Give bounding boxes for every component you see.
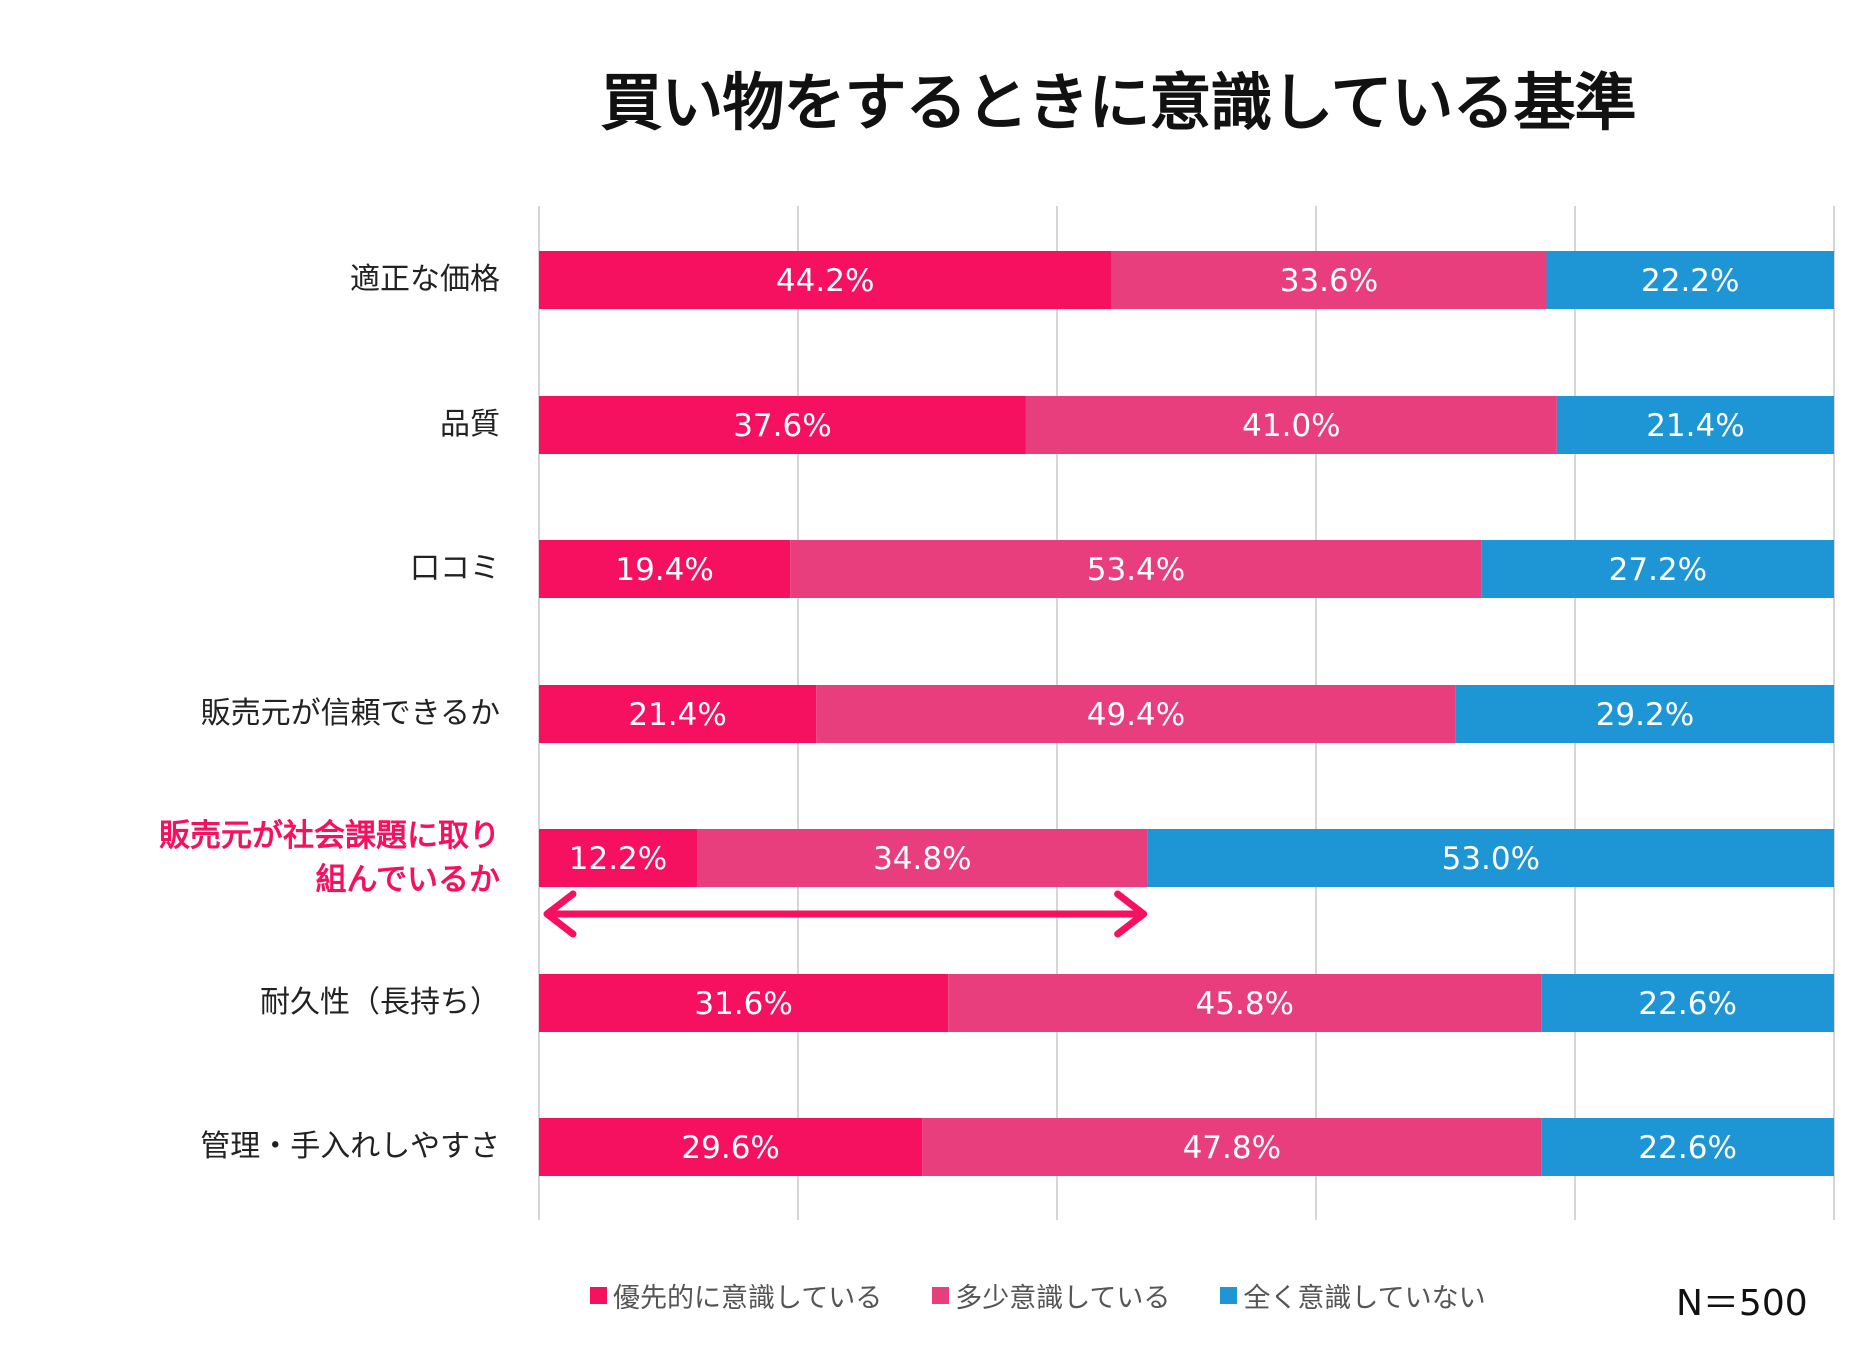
legend-label: 多少意識している <box>955 1283 1171 1314</box>
data-label: 29.6% <box>681 1130 779 1166</box>
chart-title: 買い物をするときに意識している基準 <box>600 66 1636 139</box>
data-label: 44.2% <box>776 263 874 299</box>
legend-item: 多少意識している <box>932 1276 1170 1315</box>
sample-size: N＝500 <box>1676 1283 1808 1324</box>
category-label: 耐久性（長持ち） <box>260 985 500 1020</box>
legend-label: 優先的に意識している <box>613 1283 883 1314</box>
bar-segment <box>539 685 817 743</box>
legend-swatch <box>590 1287 607 1304</box>
data-label: 31.6% <box>694 986 792 1022</box>
bar-segment <box>1481 540 1834 598</box>
legend-label: 全く意識していない <box>1243 1283 1486 1314</box>
legend-item: 全く意識していない <box>1220 1276 1486 1315</box>
data-label: 47.8% <box>1183 1130 1281 1166</box>
bar-segment <box>1025 396 1557 454</box>
data-label: 19.4% <box>615 552 713 588</box>
legend-swatch <box>932 1287 950 1304</box>
bar-segment <box>539 1118 923 1176</box>
arrow-head-left <box>543 890 577 938</box>
data-label: 22.6% <box>1638 1130 1736 1166</box>
category-label: 管理・手入れしやすさ <box>200 1129 500 1164</box>
bar-segment <box>790 540 1482 598</box>
data-label: 53.0% <box>1442 841 1540 877</box>
bar-segment <box>1546 251 1834 309</box>
bar-segment <box>1556 396 1834 454</box>
data-label: 21.4% <box>628 697 726 733</box>
bar-segment <box>1147 829 1834 887</box>
data-label: 37.6% <box>733 408 831 444</box>
bar-segment <box>539 829 697 887</box>
bar-segment <box>539 251 1112 309</box>
data-label: 34.8% <box>873 841 971 877</box>
data-label: 22.6% <box>1638 986 1736 1022</box>
bar-segment <box>1455 685 1834 743</box>
legend: 優先的に意識している 多少意識している 全く意識していない <box>590 1276 1486 1315</box>
data-label: 21.4% <box>1646 408 1744 444</box>
arrow-head-right <box>1114 890 1148 938</box>
data-label: 53.4% <box>1087 552 1185 588</box>
data-label: 49.4% <box>1087 697 1185 733</box>
bar-segment <box>539 396 1026 454</box>
legend-swatch <box>1220 1287 1238 1304</box>
bar-segment <box>1541 974 1834 1032</box>
data-label: 29.2% <box>1596 697 1694 733</box>
legend-item: 優先的に意識している <box>590 1276 882 1315</box>
bar-segment <box>816 685 1456 743</box>
bar-segment <box>539 540 791 598</box>
bar-segment <box>696 829 1148 887</box>
category-label: 口コミ <box>410 551 500 586</box>
category-label: 適正な価格 <box>350 262 500 297</box>
data-label: 27.2% <box>1609 552 1707 588</box>
data-label: 12.2% <box>569 841 667 877</box>
bar-segment <box>1541 1118 1834 1176</box>
bar-segment <box>922 1118 1542 1176</box>
bar-segment <box>948 974 1542 1032</box>
data-label: 45.8% <box>1196 986 1294 1022</box>
bar-segment <box>1111 251 1547 309</box>
data-label: 41.0% <box>1242 408 1340 444</box>
bar-segment <box>539 974 949 1032</box>
category-label: 品質 <box>440 407 500 442</box>
data-label: 22.2% <box>1641 263 1739 299</box>
category-label: 販売元が信頼できるか <box>200 696 500 731</box>
data-label: 33.6% <box>1280 263 1378 299</box>
category-label: 販売元が社会課題に取り組んでいるか <box>159 818 500 898</box>
